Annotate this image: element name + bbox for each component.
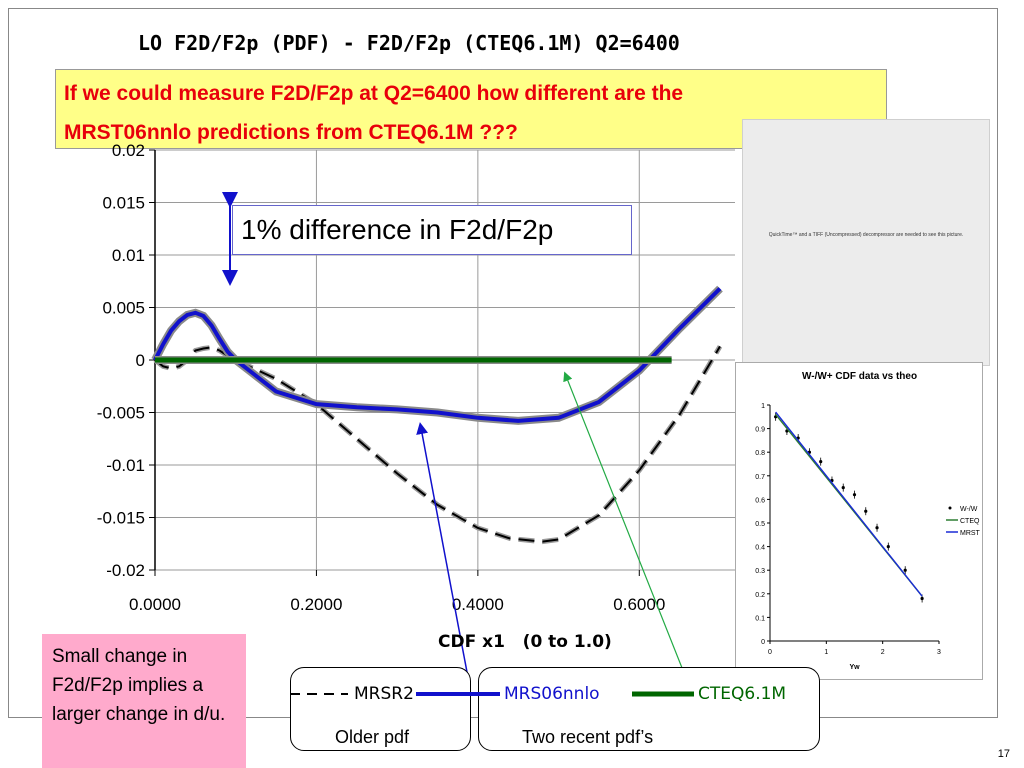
inset-y-tick-label: 0.3 xyxy=(755,568,765,575)
inset-y-tick-label: 0.7 xyxy=(755,474,765,481)
inset-y-tick-label: 0.8 xyxy=(755,450,765,457)
cteq-pointer-arrow xyxy=(563,371,691,689)
y-tick-label: 0.02 xyxy=(112,141,145,160)
y-tick-label: 0.015 xyxy=(102,194,145,213)
inset-x-tick-label: 0 xyxy=(768,649,772,656)
inset-y-tick-label: 0.1 xyxy=(755,615,765,622)
inset-legend-marker xyxy=(948,506,952,510)
inset-data-point xyxy=(819,460,823,464)
x-tick-label: 0.4000 xyxy=(452,595,504,614)
inset-data-point xyxy=(875,526,879,530)
page-number: 17 xyxy=(997,748,1010,760)
series-line-mrs06nnlo xyxy=(153,287,722,423)
inset-title: W-/W+ CDF data vs theo xyxy=(802,371,917,382)
inset-y-tick-label: 0.5 xyxy=(755,521,765,528)
legend-label-cteq: CTEQ6.1M xyxy=(698,684,787,704)
mrs06nnlo-pointer-arrow xyxy=(416,422,471,689)
inset-data-point xyxy=(903,568,907,572)
x-tick-label: 0.2000 xyxy=(290,595,342,614)
x-tick-label: 0.0000 xyxy=(129,595,181,614)
inset-line-mrst xyxy=(775,411,923,597)
difference-label: 1% difference in F2d/F2p xyxy=(232,205,632,255)
inset-legend-label: MRST xyxy=(960,530,981,537)
y-tick-label: -0.015 xyxy=(97,509,145,528)
inset-y-tick-label: 0.4 xyxy=(755,545,765,552)
inset-x-tick-label: 2 xyxy=(881,649,885,656)
inset-data-point xyxy=(841,486,845,490)
y-tick-label: 0 xyxy=(136,351,145,370)
recent-pdf-group xyxy=(478,667,820,751)
question-line-2: MRST06nnlo predictions from CTEQ6.1M ??? xyxy=(64,121,518,144)
inset-data-point xyxy=(920,596,924,601)
inset-x-tick-label: 1 xyxy=(824,649,828,656)
legend-label-mrs06nnlo: MRS06nnlo xyxy=(504,684,600,704)
inset-y-tick-label: 1 xyxy=(761,403,765,410)
y-tick-label: -0.005 xyxy=(97,404,145,423)
inset-y-tick-label: 0.9 xyxy=(755,427,765,434)
older-pdf-label: Older pdf xyxy=(335,727,410,747)
older-pdf-group xyxy=(290,667,471,751)
inset-chart: W-/W+ CDF data vs theo 0 0.1 0.2 0.3 0.4 0.5 0.… xyxy=(735,362,983,680)
x-tick-label: 0.6000 xyxy=(613,595,665,614)
inset-data-point xyxy=(864,509,868,513)
note-box: Small change in F2d/F2p implies a larger… xyxy=(42,634,246,768)
inset-y-tick-label: 0.6 xyxy=(755,497,765,504)
inset-chart-svg: W-/W+ CDF data vs theo 0 0.1 0.2 0.3 0.4 0.5 0.… xyxy=(755,371,981,671)
inset-data-point xyxy=(852,493,857,497)
inset-placeholder-image: QuickTime™ and a TIFF (Uncompressed) dec… xyxy=(742,119,990,366)
inset-x-tick-label: 3 xyxy=(937,649,941,656)
inset-y-tick-label: 0 xyxy=(761,639,765,646)
legend-label-mrsr2: MRSR2 xyxy=(354,684,414,704)
inset-y-tick-label: 0.2 xyxy=(755,592,765,599)
inset-legend-label: CTEQ xyxy=(960,518,980,525)
inset-legend-label: W-/W xyxy=(960,506,978,513)
recent-pdf-label: Two recent pdf’s xyxy=(522,727,654,747)
inset-x-axis-title: Yw xyxy=(849,664,860,671)
x-axis-title: CDF x1 (0 to 1.0) xyxy=(438,632,612,652)
y-tick-label: 0.01 xyxy=(112,246,145,265)
y-tick-label: -0.01 xyxy=(106,456,145,475)
inset-placeholder-text: QuickTime™ and a TIFF (Uncompressed) dec… xyxy=(768,232,964,238)
question-line-1: If we could measure F2D/F2p at Q2=6400 h… xyxy=(64,82,684,105)
y-tick-label: -0.02 xyxy=(106,561,145,580)
y-tick-label: 0.005 xyxy=(102,299,145,318)
inset-data-point xyxy=(886,545,890,549)
slide-title: LO F2D/F2p (PDF) - F2D/F2p (CTEQ6.1M) Q2… xyxy=(138,31,680,55)
